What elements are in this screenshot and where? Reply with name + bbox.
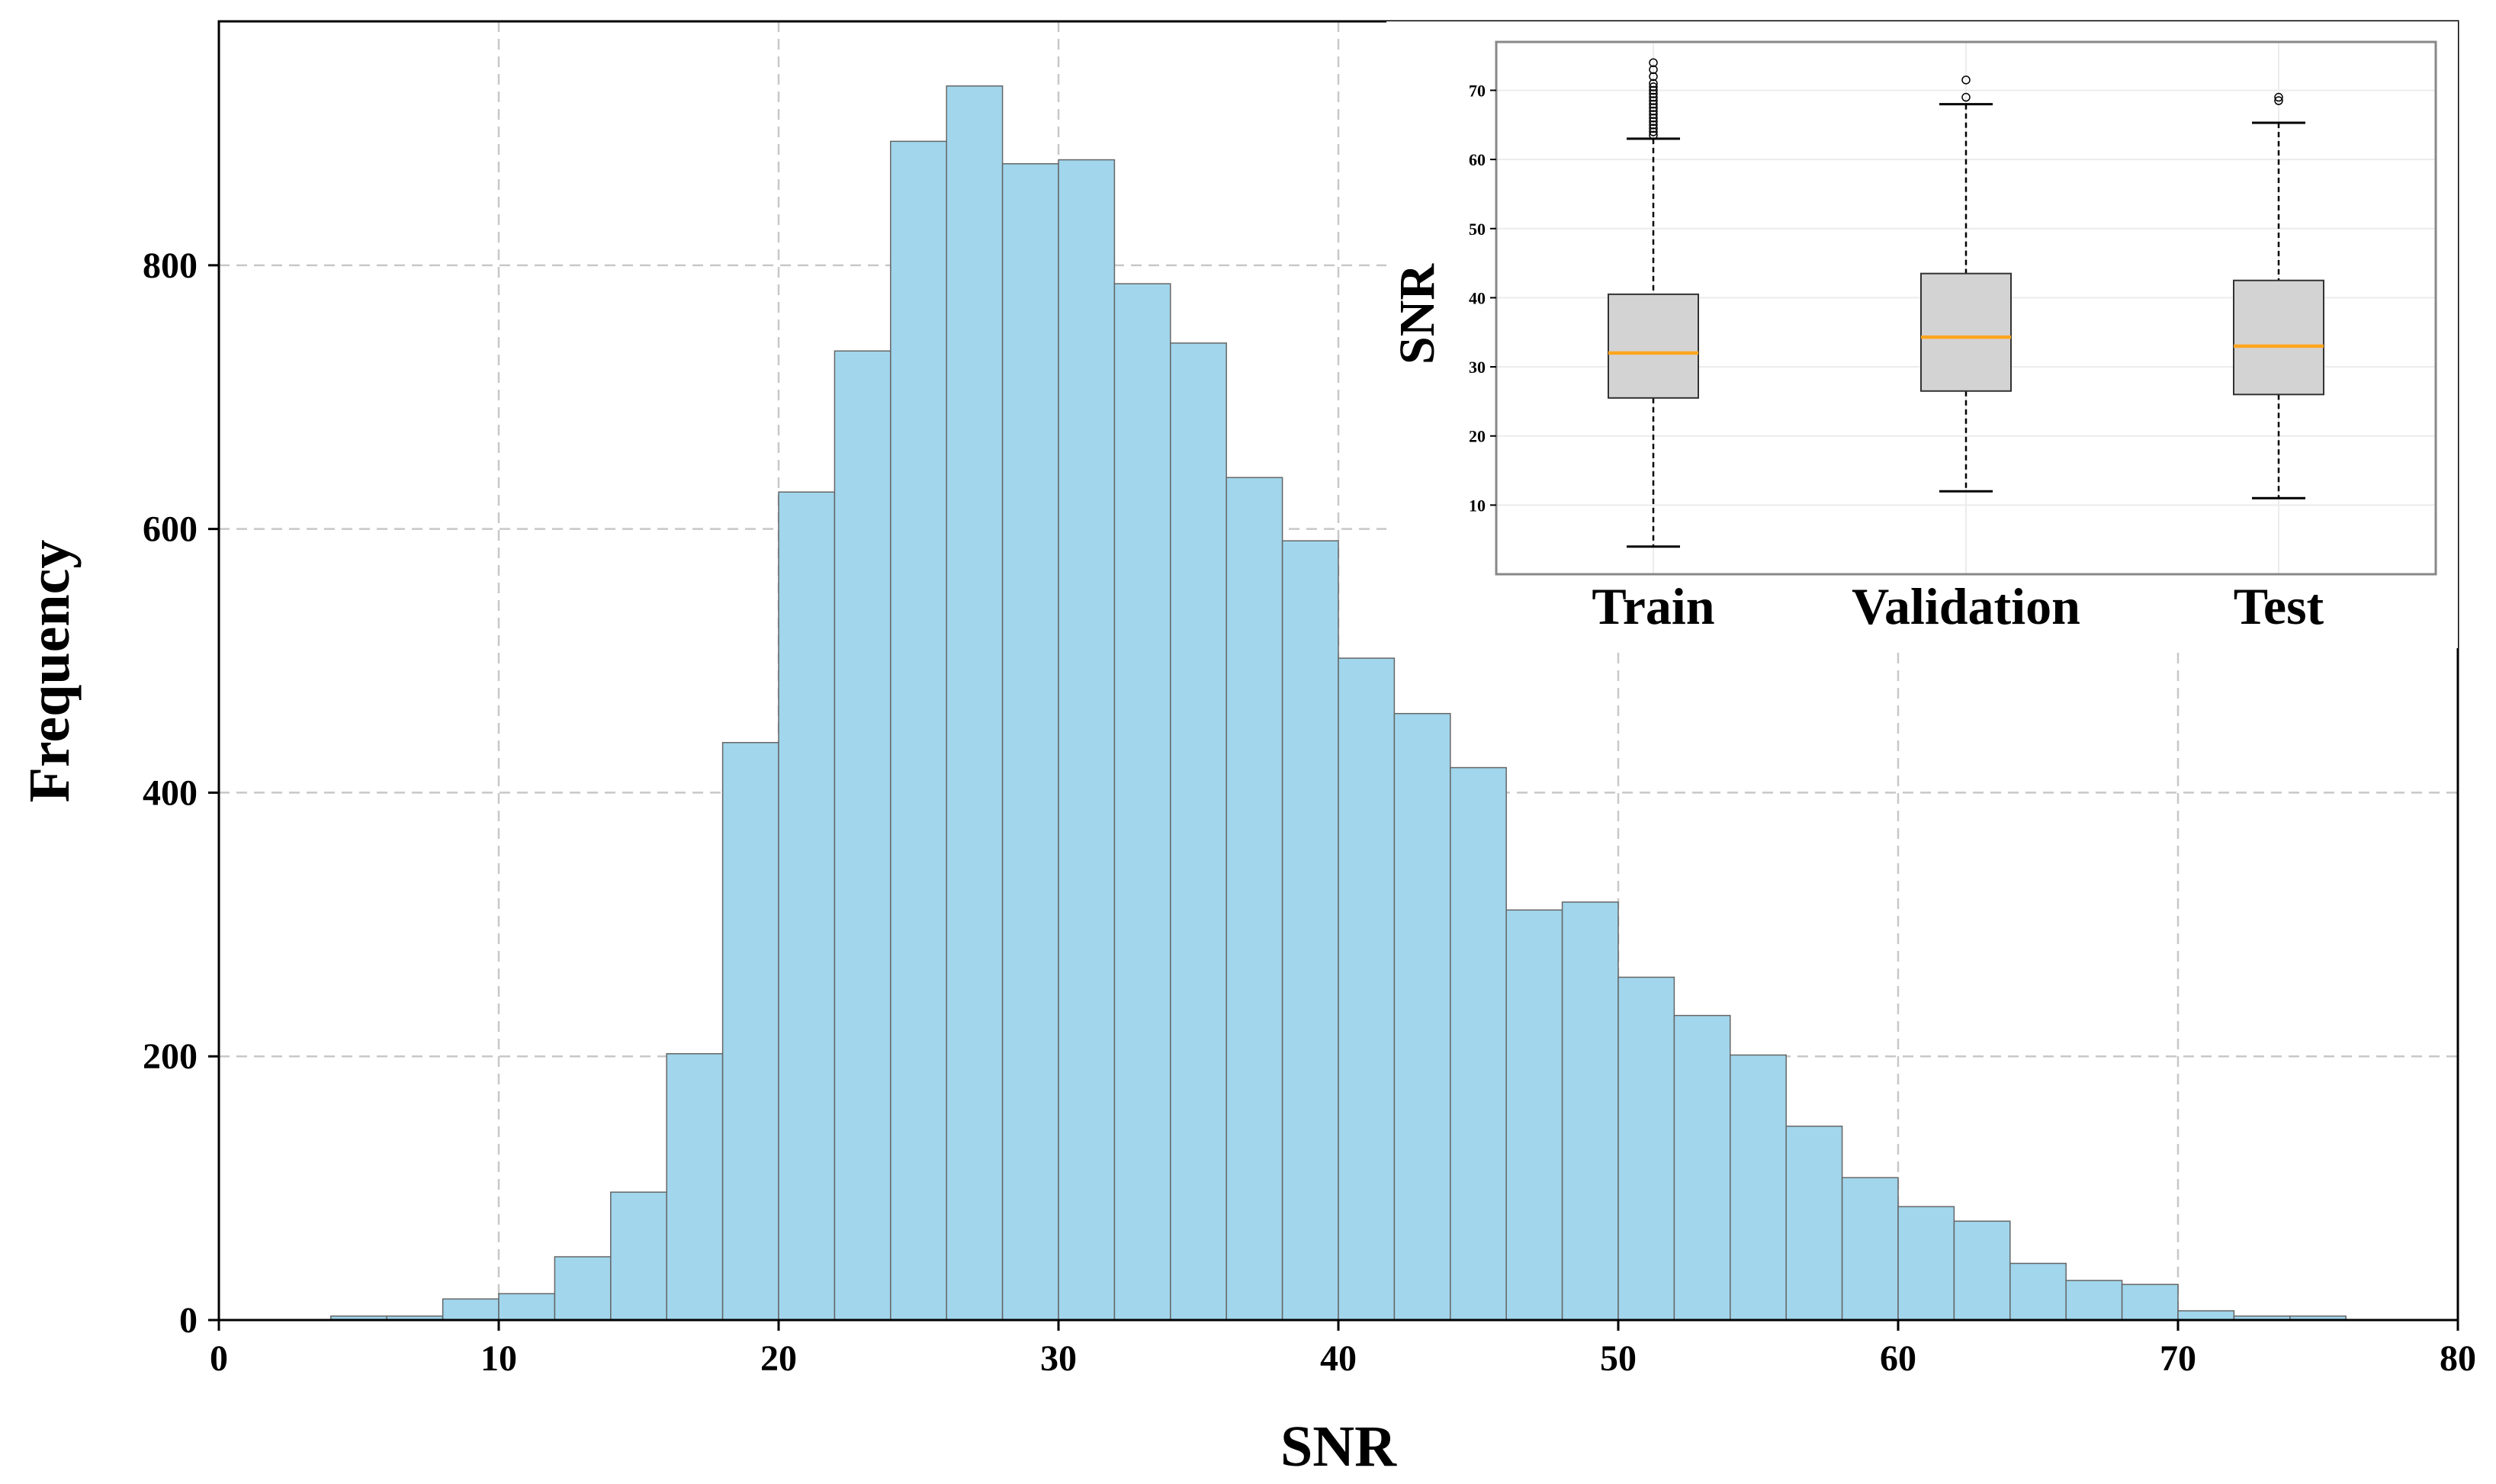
outlier-point	[1649, 58, 1658, 67]
outlier-point	[1649, 72, 1658, 82]
y-tick-label: 600	[143, 509, 198, 550]
inset-y-tick-label: 60	[1469, 150, 1486, 169]
box-train	[1608, 58, 1699, 548]
outlier-point	[2274, 92, 2283, 102]
y-axis-ticks: 0 200 400 600 800	[143, 246, 219, 1341]
histogram-bar	[1113, 283, 1171, 1321]
histogram-bar	[554, 1256, 612, 1321]
outlier-point	[1649, 110, 1658, 119]
x-axis-ticks: 0 10 20 30 40 50 60 70 80	[210, 1320, 2476, 1379]
iqr-box	[2233, 279, 2324, 396]
inset-y-tick-label: 20	[1469, 427, 1486, 446]
x-tick-label: 10	[480, 1338, 517, 1379]
histogram-bar	[1673, 1014, 1731, 1321]
histogram-bar	[1393, 712, 1451, 1321]
iqr-box	[1608, 293, 1699, 399]
inset-category-label: Test	[2234, 577, 2324, 635]
outlier-point	[1649, 96, 1658, 105]
outlier-point	[1649, 79, 1658, 88]
histogram-bar	[1730, 1054, 1787, 1321]
histogram-bar	[2121, 1283, 2179, 1321]
histogram-bar	[1450, 766, 1507, 1321]
y-axis-label: Frequency	[18, 540, 82, 803]
outlier-point	[1649, 92, 1658, 102]
box-validation	[1920, 75, 2012, 493]
histogram-bar	[1785, 1126, 1843, 1321]
histogram-bar	[2009, 1262, 2067, 1321]
outlier-point	[1649, 85, 1658, 95]
inset-y-tick-label: 30	[1469, 358, 1486, 377]
inset-boxplot-chart: 10 20 30 40 50 60 70 Train Validation Test SNR	[1386, 21, 2458, 648]
outlier-point	[1649, 65, 1658, 75]
outlier-point	[1649, 89, 1658, 98]
y-tick-label: 0	[179, 1300, 198, 1341]
outlier-point	[1649, 103, 1658, 112]
inset-category-label: Train	[1592, 577, 1714, 635]
histogram-bar	[1170, 342, 1227, 1321]
inset-y-tick-label: 40	[1469, 288, 1486, 307]
outlier-point	[1649, 130, 1658, 140]
inset-y-tick-label: 10	[1469, 496, 1486, 515]
outlier-point	[1649, 113, 1658, 123]
histogram-bar	[1841, 1177, 1899, 1321]
histogram-bar	[442, 1298, 500, 1321]
histogram-bar	[1281, 540, 1339, 1321]
outlier-point	[1649, 82, 1658, 92]
histogram-bar	[1058, 159, 1116, 1321]
histogram-bar	[610, 1191, 667, 1321]
histogram-bar	[2177, 1310, 2235, 1321]
histogram-bar	[1953, 1220, 2011, 1321]
outlier-point	[1961, 92, 1971, 102]
outlier-point	[1649, 120, 1658, 130]
histogram-bar	[498, 1293, 556, 1321]
outlier-point	[1649, 127, 1658, 137]
x-tick-label: 30	[1040, 1338, 1077, 1379]
iqr-box	[1920, 272, 2012, 392]
x-axis-label: SNR	[1280, 1415, 1397, 1479]
histogram-bar	[1505, 909, 1563, 1321]
histogram-bar	[721, 741, 779, 1321]
y-tick-label: 800	[143, 246, 198, 286]
histogram-bars	[330, 85, 2347, 1321]
outlier-point	[1961, 75, 1971, 85]
histogram-bar	[1338, 657, 1396, 1321]
histogram-bar	[946, 85, 1004, 1321]
histogram-bar	[1561, 901, 1619, 1321]
outlier-point	[1649, 117, 1658, 126]
histogram-bar	[834, 350, 891, 1321]
inset-y-axis-label: SNR	[1389, 263, 1445, 365]
inset-plot-frame	[1495, 40, 2437, 576]
y-tick-label: 200	[143, 1036, 198, 1077]
histogram-bar	[1897, 1206, 1955, 1321]
outlier-point	[1649, 124, 1658, 133]
inset-category-labels: Train Validation Test	[1592, 577, 2324, 635]
x-tick-label: 50	[1600, 1338, 1637, 1379]
histogram-bar	[1617, 976, 1675, 1321]
inset-y-axis-ticks: 10 20 30 40 50 60 70	[1469, 81, 1496, 515]
box-test	[2233, 92, 2324, 499]
histogram-bar	[778, 491, 836, 1321]
inset-boxes	[1608, 58, 2324, 548]
inset-y-tick-label: 50	[1469, 220, 1486, 239]
outlier-point	[1649, 106, 1658, 116]
histogram-bar	[1226, 477, 1283, 1321]
y-tick-label: 400	[143, 773, 198, 813]
x-tick-label: 60	[1880, 1338, 1916, 1379]
histogram-bar	[1001, 162, 1059, 1321]
x-tick-label: 40	[1320, 1338, 1357, 1379]
x-tick-label: 70	[2160, 1338, 2196, 1379]
histogram-bar	[2065, 1280, 2123, 1321]
x-tick-label: 80	[2440, 1338, 2476, 1379]
x-tick-label: 0	[210, 1338, 228, 1379]
inset-y-tick-label: 70	[1469, 81, 1486, 100]
histogram-bar	[890, 140, 947, 1321]
outlier-point	[1649, 99, 1658, 109]
x-tick-label: 20	[760, 1338, 797, 1379]
histogram-bar	[666, 1053, 724, 1321]
inset-category-label: Validation	[1852, 577, 2080, 635]
outlier-point	[2274, 96, 2283, 105]
